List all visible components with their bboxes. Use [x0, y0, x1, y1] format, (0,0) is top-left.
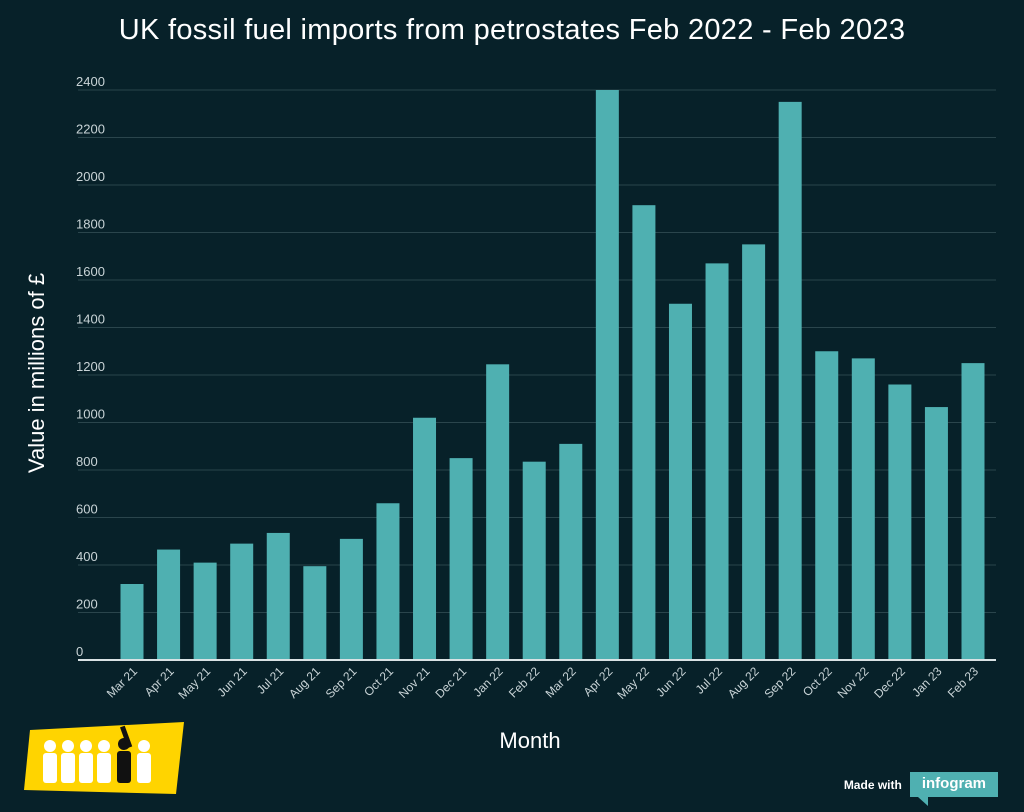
raised-fist-person-icon [117, 725, 133, 783]
x-tick-label: Dec 21 [432, 664, 469, 701]
x-tick-label: Jul 22 [693, 664, 726, 697]
bar-dec-22[interactable] [888, 384, 912, 661]
person-icon [61, 740, 75, 783]
bar-jan-23[interactable] [924, 407, 948, 660]
bars [120, 90, 985, 661]
bar-jul-21[interactable] [266, 532, 290, 660]
x-tick-label: Jul 21 [254, 664, 287, 697]
x-tick-label: May 22 [614, 664, 652, 702]
x-tick-label: Oct 21 [361, 664, 396, 699]
chart-title: UK fossil fuel imports from petrostates … [118, 14, 906, 46]
y-tick-label: 1400 [76, 312, 105, 327]
bar-apr-21[interactable] [157, 549, 181, 660]
x-tick-label: Dec 22 [871, 664, 908, 701]
x-tick-label: Jun 22 [653, 664, 689, 700]
bar-sep-21[interactable] [339, 538, 363, 660]
made-with-label: Made with [843, 777, 902, 792]
bar-jun-21[interactable] [230, 543, 254, 660]
x-tick-label: Apr 22 [581, 664, 616, 699]
bar-jun-22[interactable] [668, 303, 692, 660]
bar-jan-22[interactable] [486, 364, 510, 660]
bar-aug-21[interactable] [303, 566, 327, 660]
y-tick-label: 1200 [76, 359, 105, 374]
x-tick-label: Sep 21 [323, 664, 360, 701]
x-tick-label: Mar 22 [543, 664, 580, 701]
x-tick-label: Aug 21 [286, 664, 323, 701]
infogram-badge: infogram [909, 772, 998, 806]
y-tick-label: 1800 [76, 217, 105, 232]
x-tick-label: Jun 21 [214, 664, 250, 700]
bar-nov-22[interactable] [851, 358, 875, 660]
bar-apr-22[interactable] [595, 90, 619, 660]
x-tick-label: Feb 22 [506, 664, 543, 701]
x-axis-title: Month [499, 728, 560, 753]
y-tick-label: 1000 [76, 407, 105, 422]
bar-feb-23[interactable] [961, 363, 985, 660]
bar-sep-22[interactable] [778, 101, 802, 660]
y-axis-title: Value in millions of £ [24, 273, 49, 473]
x-tick-label: Sep 22 [761, 664, 798, 701]
bar-dec-21[interactable] [449, 458, 473, 660]
bar-may-22[interactable] [632, 205, 656, 660]
person-icon [79, 740, 93, 783]
campaign-logo [24, 722, 184, 794]
bar-nov-21[interactable] [413, 417, 437, 660]
bar-may-21[interactable] [193, 562, 217, 660]
y-tick-label: 1600 [76, 264, 105, 279]
bar-oct-21[interactable] [376, 503, 400, 660]
y-tick-label: 200 [76, 597, 98, 612]
x-tick-label: Feb 23 [945, 664, 982, 701]
x-tick-label: May 21 [176, 664, 214, 702]
x-tick-label: Mar 21 [104, 664, 141, 701]
bar-aug-22[interactable] [742, 244, 766, 660]
y-tick-label: 0 [76, 644, 83, 659]
bar-feb-22[interactable] [522, 461, 546, 660]
y-axis-ticks: 0 200 400 600 800 1000 1200 1400 1600 1800 2000 220… [76, 74, 105, 659]
y-tick-label: 400 [76, 549, 98, 564]
x-tick-label: Jan 22 [470, 664, 506, 700]
infogram-credit[interactable]: Made with infogram [843, 772, 998, 806]
bar-oct-22[interactable] [815, 351, 839, 660]
x-tick-label: Jan 23 [909, 664, 945, 700]
x-tick-label: Nov 22 [835, 664, 872, 701]
x-tick-label: Apr 21 [142, 664, 177, 699]
bar-mar-21[interactable] [120, 584, 144, 660]
y-tick-label: 600 [76, 502, 98, 517]
y-tick-label: 2200 [76, 122, 105, 137]
x-tick-label: Oct 22 [800, 664, 835, 699]
person-icon [97, 740, 111, 783]
bar-mar-22[interactable] [559, 443, 583, 660]
x-tick-label: Nov 21 [396, 664, 433, 701]
y-tick-label: 2000 [76, 169, 105, 184]
x-tick-label: Aug 22 [725, 664, 762, 701]
person-icon [137, 740, 151, 783]
bar-jul-22[interactable] [705, 263, 729, 660]
person-icon [43, 740, 57, 783]
y-tick-label: 800 [76, 454, 98, 469]
y-tick-label: 2400 [76, 74, 105, 89]
